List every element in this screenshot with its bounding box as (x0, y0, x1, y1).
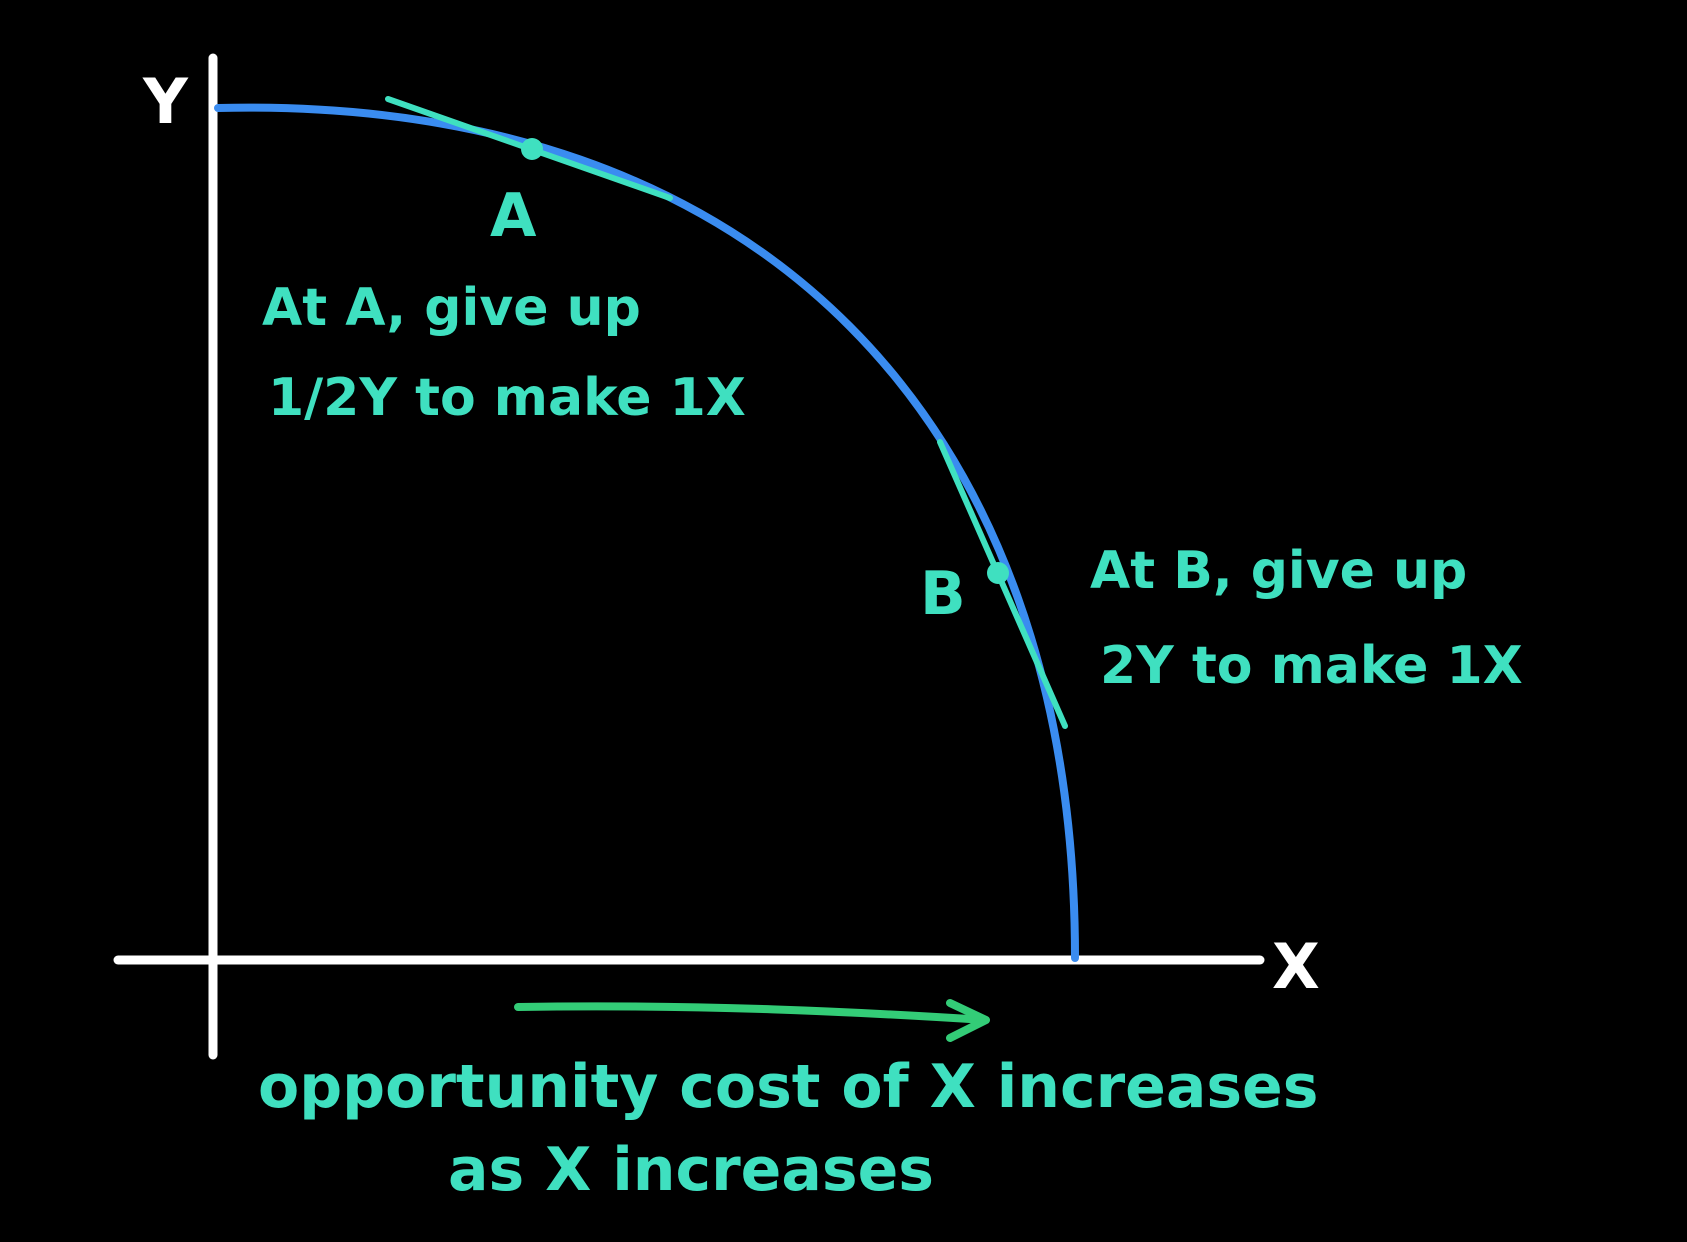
increase-arrow-shaft (514, 1002, 989, 1024)
note-b-line1: At B, give up (1090, 541, 1467, 601)
point-b-dot (987, 562, 1009, 584)
point-b-label: B (920, 559, 966, 629)
increase-arrow-head (946, 999, 990, 1042)
y-axis-label: Y (142, 65, 189, 138)
point-a-label: A (490, 181, 537, 251)
x-axis-label: X (1272, 930, 1320, 1003)
note-a-line2: 1/2Y to make 1X (268, 368, 746, 428)
tangent-line-b (937, 439, 1068, 729)
point-a-dot (521, 138, 543, 160)
note-b-line2: 2Y to make 1X (1100, 636, 1523, 696)
ppf-curve (214, 103, 1079, 962)
note-a-line1: At A, give up (262, 278, 641, 338)
caption-line2: as X increases (448, 1135, 934, 1205)
caption-line1: opportunity cost of X increases (258, 1052, 1318, 1122)
